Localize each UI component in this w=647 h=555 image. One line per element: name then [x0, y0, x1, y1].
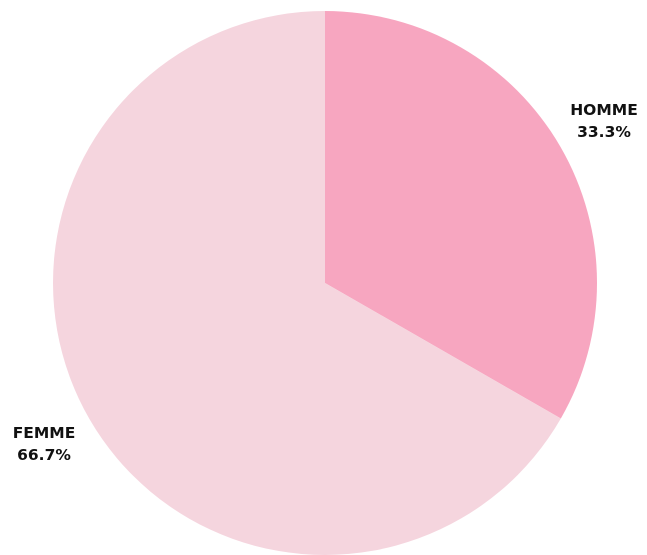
slice-label-homme: HOMME 33.3% — [570, 101, 638, 141]
slice-label-femme: FEMME 66.7% — [13, 424, 76, 464]
pie-slice-femme — [52, 11, 561, 555]
slice-percent-femme: 66.7% — [17, 446, 71, 464]
slice-percent-homme: 33.3% — [577, 123, 631, 141]
slice-name-femme: FEMME — [13, 424, 76, 442]
pie-slices — [52, 11, 597, 555]
pie-slice-homme — [325, 11, 597, 419]
slice-name-homme: HOMME — [570, 101, 638, 119]
